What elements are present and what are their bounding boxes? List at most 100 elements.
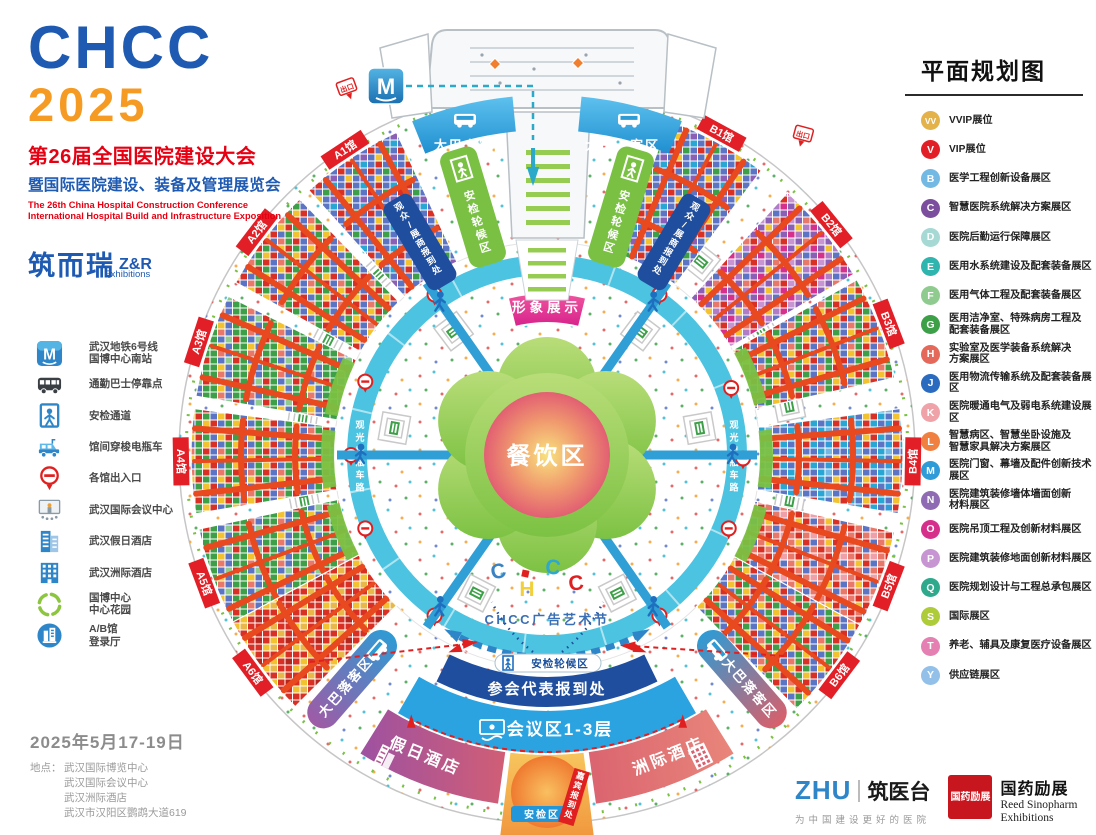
facility-label: 馆间穿梭电瓶车	[89, 440, 163, 453]
zone-item-V: V VIP展位	[921, 135, 986, 164]
divider	[905, 94, 1083, 96]
organizer-logo: 筑而瑞 Z&R Exhibitions	[28, 251, 152, 281]
zone-item-G: G 医用洁净室、特殊病房工程及 配套装备展区	[921, 310, 1081, 339]
zone-item-K: K 医院暖通电气及弱电系统建设展区	[921, 398, 1093, 427]
facility-label: 各馆出入口	[89, 472, 142, 485]
route-marker	[488, 57, 502, 71]
chcc-letter: H	[519, 578, 534, 601]
facility-label: 武汉假日酒店	[89, 535, 152, 548]
holiday-hotel-arc	[360, 709, 506, 804]
address-line: 武汉国际博览中心	[64, 762, 148, 774]
chcc-letter: C	[488, 559, 508, 585]
zone-label: 医院门窗、幕墙及配件创新技术展区	[949, 459, 1092, 482]
zone-label: 医院吊顶工程及创新材料展区	[949, 523, 1082, 535]
shuttle-icon	[36, 434, 63, 461]
facility-label: 武汉洲际酒店	[89, 566, 152, 579]
svg-text:观众/展商报到处: 观众/展商报到处	[650, 200, 702, 277]
red-route	[411, 718, 683, 753]
red-route	[309, 643, 467, 663]
pedestrian-icon	[726, 443, 739, 465]
pedestrian-icon	[434, 291, 447, 312]
facility-item-bus: 通勤巴士停靠点	[30, 369, 163, 399]
event-title-en: The 26th China Hospital Construction Con…	[28, 200, 282, 221]
event-address: 地点： 武汉国际博览中心 武汉国际会议中心 武汉洲际酒店 武汉市汉阳区鹦鹉大道619	[30, 761, 187, 821]
zone-label: 医学工程创新设备展区	[949, 173, 1051, 185]
bus-pickup-label: 大巴上客区	[434, 138, 509, 153]
conference-icon	[36, 497, 63, 524]
map-root: 观光电瓶车路观光电瓶车路A1馆A2馆A3馆A4馆A5馆A6馆B1馆B2馆B3馆B…	[172, 29, 922, 835]
gate-icon	[720, 520, 737, 540]
arrow-icon	[444, 629, 462, 643]
svg-text:M: M	[43, 346, 56, 363]
event-title-cn: 第26届全国医院建设大会	[28, 146, 257, 168]
zone-dot-H: H	[921, 344, 940, 364]
zhuyitai-tagline: 为中国建设更好的医院	[795, 815, 931, 826]
zone-dot-O: O	[921, 519, 940, 539]
facility-label: 通勤巴士停靠点	[89, 378, 163, 391]
hall-B5馆: B5馆	[731, 500, 905, 632]
visitor-reg-wedge: 观众/展商报到处	[383, 193, 457, 291]
delegate-reg-label: 参会代表报到处	[487, 680, 606, 698]
hall-B6馆: B6馆	[695, 555, 861, 710]
security-wait-wedge-label: 安检轮候区	[602, 187, 633, 256]
ad-festival-label: CHCC广告艺术节	[484, 612, 609, 627]
arrow-icon	[620, 641, 636, 652]
logo-year: 2025	[28, 78, 149, 131]
gate-icon	[36, 465, 63, 492]
gate-icon	[357, 373, 374, 393]
hall-A2馆: A2馆	[234, 198, 400, 353]
event-branding: CHCC 2025 第26届全国医院建设大会 暨国际医院建设、装备及管理展览会 …	[28, 18, 358, 283]
zone-dot-V: V	[921, 140, 940, 160]
image-display-banner	[506, 292, 588, 329]
arrow-icon	[678, 714, 688, 728]
zone-label: 养老、辅具及康复医疗设备展区	[949, 640, 1092, 652]
zone-label: 智慧医院系统解决方案展区	[949, 202, 1072, 214]
facility-item-lobby: A/B馆 登录厅	[30, 621, 121, 651]
zone-label: VIP展位	[949, 143, 986, 155]
chcc-letter: C	[567, 571, 585, 596]
hall-label-B4馆: B4馆	[904, 437, 922, 486]
zone-item-T: T 养老、辅具及康复医疗设备展区	[921, 632, 1092, 661]
zone-label: 医用物流传输系统及配套装备展区	[949, 371, 1092, 395]
event-info: 2025年5月17-19日 地点： 武汉国际博览中心 武汉国际会议中心 武汉洲际酒店…	[30, 728, 187, 821]
garden-icon	[36, 591, 63, 618]
facility-item-holiday-hotel: 武汉假日酒店	[30, 526, 152, 556]
display-booth-icon	[682, 410, 717, 446]
hall-A3馆: A3馆	[183, 295, 358, 421]
zone-item-O: O 医院吊顶工程及创新材料展区	[921, 515, 1081, 544]
zone-item-P: P 医院建筑装修地面创新材料展区	[921, 544, 1092, 573]
logo-chcc: CHCC	[28, 14, 214, 81]
zone-label: 国际展区	[949, 611, 990, 623]
facility-label: 国博中心 中心花园	[89, 591, 131, 617]
zone-label: 医用水系统建设及配套装备展区	[949, 260, 1092, 272]
hall-B3馆: B3馆	[731, 278, 905, 410]
security-zone-label: 安检区	[524, 808, 560, 821]
hotel-building-icon	[687, 742, 714, 770]
zone-item-B: B 医学工程创新设备展区	[921, 164, 1051, 193]
visitor-reg-label: 观众/展商报到处	[650, 200, 702, 277]
lobby-icon	[36, 622, 63, 649]
plan-legend: 平面规划图 VV VVIP展位 V VIP展位 B 医学工程创新设备展区 C 智慧医院系统解决…	[905, 52, 1093, 685]
svg-text:安检轮候区: 安检轮候区	[602, 187, 633, 256]
svg-text:嘉宾报到处: 嘉宾报到处	[562, 770, 586, 821]
zone-dot-P: P	[921, 549, 940, 568]
address-line: 武汉市汉阳区鹦鹉大道619	[64, 807, 187, 819]
pedestrian-icon	[647, 595, 660, 617]
zone-dot-D: D	[921, 227, 940, 247]
zone-dot-K: K	[921, 403, 940, 422]
zone-item-E: E 医用水系统建设及配套装备展区	[921, 252, 1092, 281]
zone-item-N: N 医院建筑装修墙体墙面创新 材料展区	[921, 486, 1071, 515]
facility-item-garden: 国博中心 中心花园	[30, 589, 131, 619]
display-booth-icon	[377, 410, 412, 446]
pedestrian-icon	[647, 291, 660, 312]
zone-dot-C: C	[921, 198, 940, 218]
metro-icon: M	[36, 340, 63, 367]
pedestrian-icon	[354, 443, 367, 465]
zone-item-Y: Y 供应链展区	[921, 661, 1000, 690]
hall-label-A4馆: A4馆	[172, 437, 190, 486]
zone-item-Q: Q 医院规划设计与工程总承包展区	[921, 573, 1092, 602]
image-display-label: 形象展示	[512, 299, 582, 315]
facility-label: 武汉国际会议中心	[89, 503, 173, 516]
zone-label: 医院后勤运行保障展区	[949, 231, 1051, 243]
